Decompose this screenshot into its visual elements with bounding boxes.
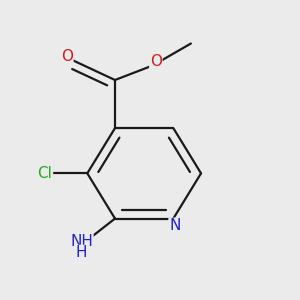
Text: N: N xyxy=(169,218,181,233)
Text: O: O xyxy=(150,53,162,68)
Text: O: O xyxy=(61,49,73,64)
Text: NH: NH xyxy=(70,234,93,249)
Text: H: H xyxy=(76,245,87,260)
Text: Cl: Cl xyxy=(38,166,52,181)
